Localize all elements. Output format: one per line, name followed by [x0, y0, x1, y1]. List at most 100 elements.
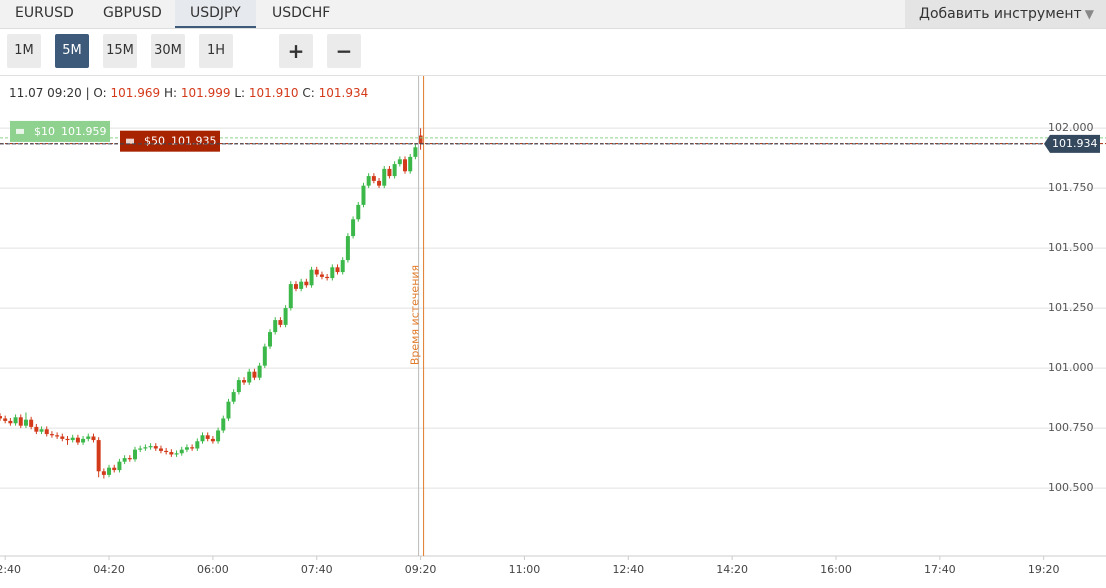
ohlc-value: 101.934 — [318, 86, 369, 100]
ohlc-value: 101.999 — [180, 86, 231, 100]
y-tick-label: 102.000 — [1048, 121, 1094, 134]
candle-body — [262, 346, 267, 366]
candle-body — [117, 461, 122, 471]
candle-body — [60, 436, 65, 439]
candle-body — [236, 380, 241, 393]
trade-icon — [126, 138, 134, 144]
dropdown-arrow: ▼ — [1084, 7, 1094, 21]
add-instrument[interactable]: Добавить инструмент ▼ — [905, 0, 1106, 28]
candle-body — [3, 418, 8, 421]
candle-body — [164, 450, 169, 453]
candle-body — [18, 417, 23, 426]
ohlc-info: 11.07 09:20 | O: 101.969 H: 101.999 L: 1… — [9, 86, 369, 100]
candle-body — [278, 320, 283, 325]
last-price-tag — [1044, 134, 1100, 153]
candle-body — [96, 440, 101, 472]
candle-body — [75, 437, 80, 443]
x-tick-label: 17:40 — [924, 563, 956, 576]
ohlc-key: H: — [163, 86, 178, 100]
tab[interactable]: USDJPY — [175, 0, 256, 28]
timeframe-button[interactable]: 1M — [7, 34, 41, 68]
candle-body — [65, 438, 70, 441]
candle-body — [299, 281, 304, 289]
y-tick-label: 100.500 — [1048, 481, 1094, 494]
trade-icon — [16, 128, 24, 134]
trade-amount: $10 — [34, 125, 55, 138]
candle-body — [288, 284, 293, 309]
x-tick-label: 06:00 — [197, 563, 229, 576]
candle-body — [158, 448, 163, 451]
candle-body — [200, 435, 205, 442]
candle-body — [351, 219, 356, 237]
datetime: 11.07 09:20 — [9, 86, 82, 100]
timeframe-button[interactable]: 5M — [55, 34, 89, 68]
y-tick-label: 100.750 — [1048, 421, 1094, 434]
candle-body — [247, 371, 252, 383]
timeframe-button[interactable]: 1H — [199, 34, 233, 68]
x-tick-label: 04:20 — [93, 563, 125, 576]
candle-body — [143, 447, 148, 449]
candle-body — [8, 420, 13, 424]
ohlc-value: 101.910 — [248, 86, 299, 100]
y-tick-label: 101.250 — [1048, 301, 1094, 314]
candle-body — [366, 176, 371, 186]
tab[interactable]: EURUSD — [15, 5, 74, 21]
x-tick-label: 02:40 — [0, 563, 21, 576]
candle-body — [273, 320, 278, 333]
candle-body — [356, 204, 361, 220]
candle-body — [169, 452, 174, 455]
last-price-label: 101.934 — [1052, 137, 1098, 150]
candle-body — [252, 371, 257, 378]
candle-body — [153, 446, 158, 449]
candle-body — [138, 448, 143, 450]
x-tick-label: 07:40 — [301, 563, 333, 576]
trade-tag-bg — [120, 130, 220, 152]
candle-body — [122, 458, 127, 462]
timeframe-button[interactable]: 30M — [151, 34, 185, 68]
candle-body — [345, 236, 350, 261]
candle-body — [179, 449, 184, 454]
x-tick-label: 09:20 — [405, 563, 437, 576]
candle-body — [127, 458, 132, 460]
ohlc-key: L: — [234, 86, 246, 100]
x-tick-label: 12:40 — [612, 563, 644, 576]
candle-body — [330, 267, 335, 279]
candle-body — [231, 392, 236, 402]
candle-body — [387, 168, 392, 177]
trade-tag: $50 101.935 — [120, 130, 220, 152]
candle-body — [309, 269, 314, 286]
candle-body — [205, 435, 210, 439]
zoom-in[interactable]: + — [279, 34, 313, 68]
candle-body — [325, 276, 330, 279]
candle-body — [34, 426, 39, 432]
y-tick-label: 101.750 — [1048, 181, 1094, 194]
tab[interactable]: GBPUSD — [103, 5, 162, 21]
candle-body — [216, 430, 221, 442]
separator — [0, 75, 1106, 76]
candle-body — [293, 284, 298, 289]
ohlc-value: 101.969 — [110, 86, 161, 100]
candle-body — [112, 467, 117, 471]
zoom-out[interactable]: − — [327, 34, 361, 68]
tab[interactable]: USDCHF — [272, 5, 331, 21]
timeframe-button[interactable]: 15M — [103, 34, 137, 68]
candle-body — [403, 159, 408, 172]
y-tick-label: 101.500 — [1048, 241, 1094, 254]
x-tick-label: 11:00 — [509, 563, 541, 576]
candle-body — [314, 269, 319, 275]
candle-body — [382, 168, 387, 186]
candle-body — [283, 308, 288, 325]
candle-body — [148, 446, 153, 448]
candle-body — [392, 164, 397, 177]
trade-tag-bg — [10, 120, 110, 142]
candle-body — [86, 436, 91, 439]
candle-body — [408, 156, 413, 172]
candle-body — [361, 185, 366, 205]
candle-body — [268, 332, 273, 347]
instrument-bar: EURUSD GBPUSD USDJPY USDCHF Добавить инс… — [0, 0, 1106, 29]
x-tick-label: 16:00 — [820, 563, 852, 576]
candle-body — [397, 159, 402, 165]
candle-body — [49, 434, 54, 436]
candle-body — [23, 419, 28, 426]
